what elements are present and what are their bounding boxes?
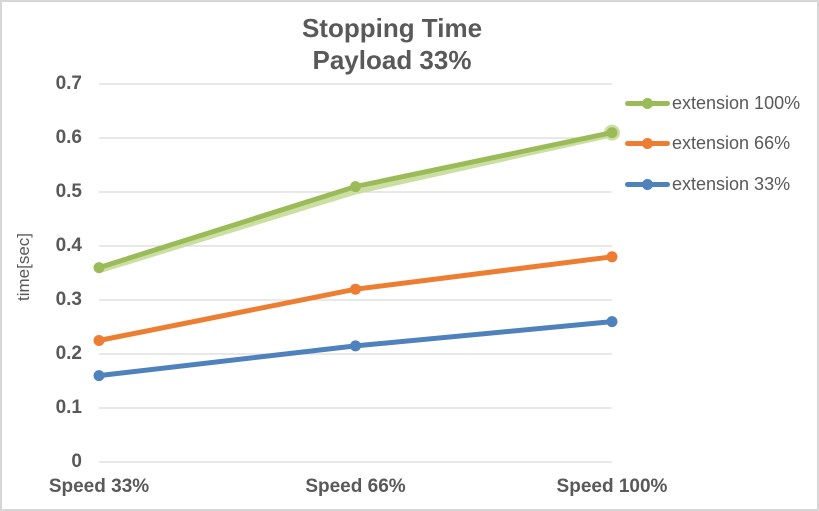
legend-label: extension 33% — [672, 173, 791, 194]
y-tick-label: 0.1 — [55, 397, 82, 418]
chart-title-block: Stopping Time Payload 33% — [2, 12, 782, 76]
y-tick-label: 0 — [71, 451, 82, 472]
data-point-extension-33 — [350, 340, 361, 352]
legend-dot-icon — [642, 178, 653, 190]
legend-label: extension 100% — [672, 92, 801, 113]
y-tick-label: 0.3 — [55, 289, 82, 310]
legend-line-marker-icon — [625, 97, 670, 109]
data-point-extension-66 — [93, 335, 105, 346]
legend-item-extension-100: extension 100% — [625, 92, 800, 114]
chart-title: Stopping Time — [301, 13, 483, 43]
data-point-extension-100 — [350, 181, 361, 193]
legend-line-marker-icon — [625, 137, 670, 149]
x-tick-label: Speed 66% — [305, 476, 406, 497]
legend-item-extension-33: extension 33% — [625, 173, 790, 195]
data-point-extension-33 — [606, 316, 618, 328]
legend-label: extension 66% — [672, 132, 791, 153]
data-point-extension-100 — [606, 127, 618, 139]
y-tick-label: 0.4 — [55, 235, 82, 256]
y-tick-label: 0.6 — [55, 127, 82, 148]
y-tick-label: 0.2 — [55, 343, 82, 364]
x-tick-label: Speed 33% — [48, 476, 150, 497]
series-shadow-extension-100 — [96, 132, 615, 274]
legend-item-extension-66: extension 66% — [625, 132, 790, 154]
chart-subtitle: Payload 33% — [312, 45, 472, 75]
data-point-extension-33 — [93, 370, 105, 382]
data-point-extension-66 — [606, 251, 618, 263]
y-tick-label: 0.7 — [55, 73, 82, 94]
x-tick-label: Speed 100% — [556, 476, 668, 497]
legend-line-marker-icon — [625, 178, 670, 190]
data-point-extension-100 — [93, 262, 105, 274]
legend-dot-icon — [642, 97, 653, 109]
y-tick-label: 0.5 — [55, 181, 82, 202]
legend-dot-icon — [642, 137, 653, 149]
data-point-extension-66 — [350, 283, 361, 295]
